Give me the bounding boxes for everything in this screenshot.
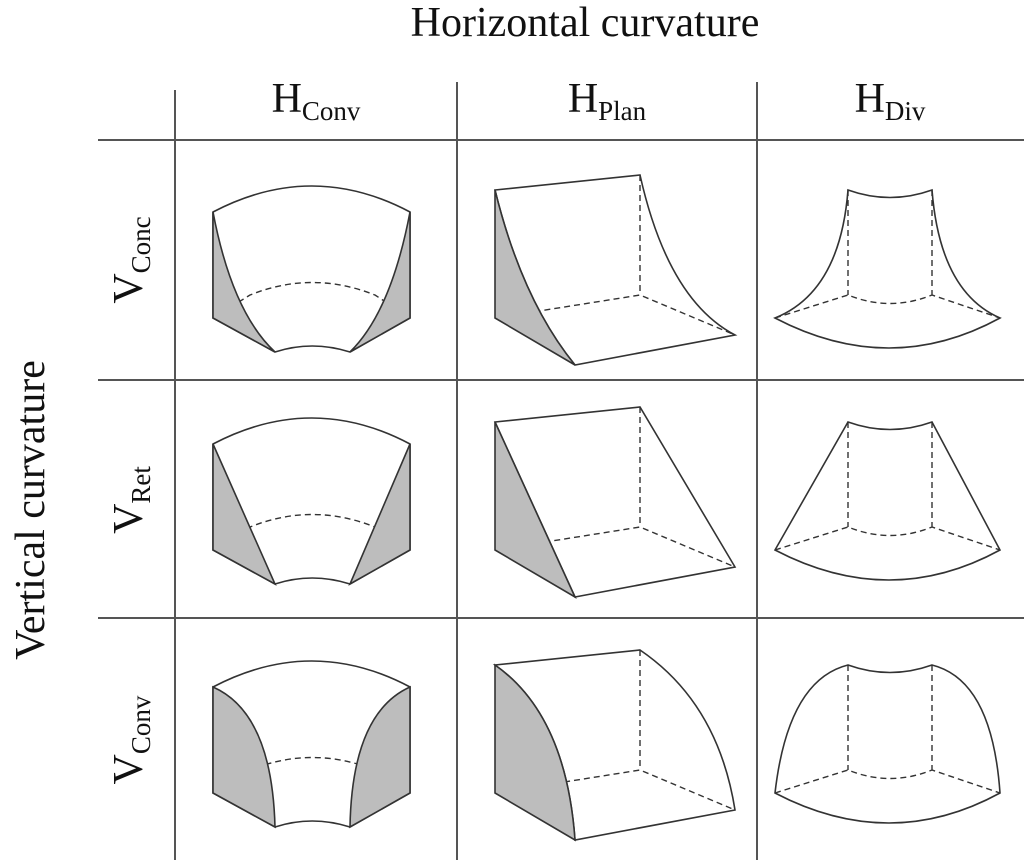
outline [774,664,1001,824]
column-header-main: H [272,76,302,122]
row-header-sub: Conv [126,695,156,754]
shape-row [212,649,1001,842]
row-header-sub: Conc [126,216,156,273]
column-header: HConv [272,76,361,126]
column-header: HPlan [568,76,647,126]
shapes [212,174,1002,842]
row-header-main: V [106,754,152,784]
column-header-main: H [568,76,598,122]
shaded-side [494,189,576,366]
shaded-side [212,443,277,586]
shape-row [212,174,1002,366]
column-header-main: H [855,76,885,122]
shaded-side [212,211,276,353]
title: Horizontal curvature [411,0,760,46]
shape-h-div [774,664,1001,824]
shape-h-div [773,421,1002,581]
row-header-sub: Ret [126,466,156,504]
column-header: HDiv [855,76,926,126]
shaded-side [494,663,576,842]
dashed-edge [774,190,1001,319]
shape-h-div [773,188,1002,349]
dashed-edge [212,513,411,551]
row-header: VRet [106,466,156,534]
shape-h-conv [212,660,411,829]
shape-row [212,406,1002,599]
dashed-edge [774,422,1001,551]
dashed-edge [494,407,736,568]
y-axis-title: Vertical curvature [8,360,54,660]
outline [773,188,1002,349]
shape-h-conv [212,185,411,353]
row-header: VConc [106,216,156,303]
shaded-side [349,685,411,829]
shape-h-conv [212,417,411,586]
shape-h-plan [493,406,737,599]
grid [98,82,1024,860]
dashed-edge [494,175,736,336]
dashed-edge [774,665,1001,794]
dashed-edge [494,650,736,811]
column-header-sub: Div [885,96,926,126]
shaded-side [494,421,577,599]
shape-h-plan [494,174,738,366]
shape-h-plan [492,649,736,842]
column-header-sub: Plan [598,96,647,126]
row-header: VConv [106,695,156,784]
shaded-side [212,685,276,829]
row-header-main: V [106,504,152,534]
shaded-side [349,211,411,353]
outline [212,185,411,353]
dashed-edge [212,281,411,319]
outline [773,421,1002,581]
row-header-main: V [106,273,152,303]
column-header-sub: Conv [302,96,361,126]
shaded-side [348,443,411,586]
